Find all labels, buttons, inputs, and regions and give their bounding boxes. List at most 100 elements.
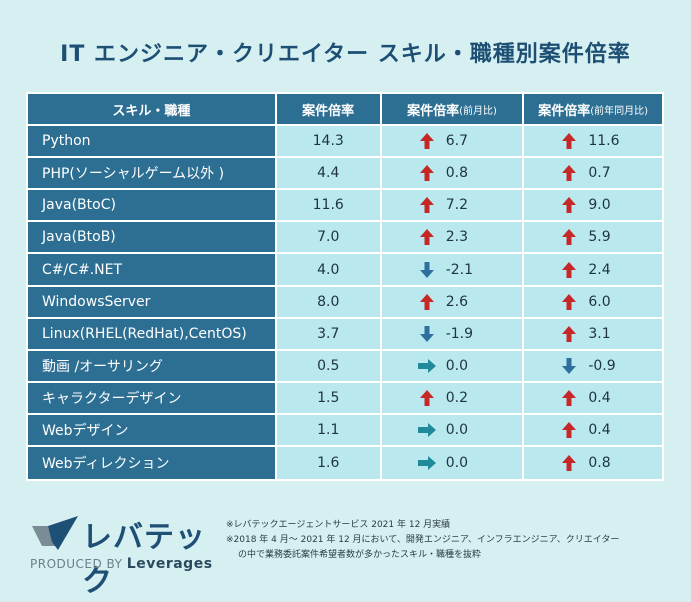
mom-change: 2.6 — [381, 286, 523, 317]
yoy-change: -0.9 — [524, 350, 663, 381]
table-row: Webデザイン 1.1 0.0 0.4 — [28, 414, 663, 448]
yoy-change: 6.0 — [524, 286, 663, 317]
yoy-value: 0.4 — [588, 389, 611, 406]
table-row: Python 14.3 6.7 11.6 — [28, 126, 663, 159]
table-row: WindowsServer 8.0 2.6 6.0 — [28, 286, 663, 319]
arrow-up-icon — [562, 293, 577, 310]
header-yoy: 案件倍率 (前年同月比) — [524, 94, 663, 125]
yoy-change: 11.6 — [524, 126, 663, 157]
skill-name: PHP(ソーシャルゲーム以外 ) — [28, 158, 275, 189]
yoy-value: 11.6 — [588, 133, 620, 150]
table-header-row: スキル・職種 案件倍率 案件倍率 (前月比) 案件倍率 (前年同月比) — [28, 94, 663, 127]
logo-produced-by: PRODUCED BY Leverages — [30, 556, 213, 572]
mom-value: 0.8 — [445, 165, 468, 182]
mom-change: 0.0 — [381, 414, 523, 446]
arrow-up-icon — [419, 165, 434, 182]
header-mom-main: 案件倍率 — [407, 103, 460, 119]
page-title: IT エンジニア・クリエイター スキル・職種別案件倍率 — [60, 42, 631, 67]
yoy-value: 9.0 — [588, 197, 611, 214]
yoy-change: 0.8 — [524, 447, 663, 480]
mom-change: -2.1 — [381, 254, 523, 285]
mom-value: -1.9 — [445, 325, 474, 342]
arrow-flat-icon — [417, 456, 436, 471]
mom-value: 0.2 — [445, 389, 468, 406]
ratio-value: 14.3 — [276, 126, 380, 157]
table-row: キャラクターデザイン 1.5 0.2 0.4 — [28, 382, 663, 415]
arrow-up-icon — [419, 197, 434, 214]
yoy-value: 6.0 — [588, 293, 611, 310]
brand-text: Leverages — [126, 556, 213, 572]
logo-mark-icon — [32, 516, 78, 550]
header-yoy-sub: (前年同月比) — [590, 105, 649, 117]
arrow-flat-icon — [417, 422, 436, 437]
skill-name: Linux(RHEL(RedHat),CentOS) — [28, 318, 275, 349]
yoy-change: 9.0 — [524, 190, 663, 221]
note-3: の中で業務委託案件希望者数が多かったスキル・職種を抜粋 — [238, 550, 482, 560]
yoy-change: 0.4 — [524, 414, 663, 446]
yoy-value: 3.1 — [588, 325, 611, 342]
mom-change: 0.8 — [381, 158, 523, 189]
arrow-up-icon — [419, 229, 434, 246]
mom-value: 2.3 — [445, 229, 468, 246]
table-row: Linux(RHEL(RedHat),CentOS) 3.7 -1.9 3.1 — [28, 318, 663, 351]
skill-name: Java(BtoB) — [28, 222, 275, 253]
mom-change: 0.0 — [381, 447, 523, 480]
yoy-value: 0.4 — [588, 421, 611, 438]
arrow-flat-icon — [417, 358, 436, 373]
note-2: ※2018 年 4 月～ 2021 年 12 月において、開発エンジニア、インフ… — [226, 535, 620, 545]
arrow-up-icon — [562, 261, 577, 278]
yoy-value: -0.9 — [588, 357, 616, 374]
mom-change: -1.9 — [381, 318, 523, 349]
table-row: Webディレクション 1.6 0.0 0.8 — [28, 447, 663, 480]
mom-value: 0.0 — [445, 421, 468, 438]
arrow-up-icon — [562, 165, 577, 182]
mom-change: 6.7 — [381, 126, 523, 157]
mom-change: 2.3 — [381, 222, 523, 253]
skill-name: Java(BtoC) — [28, 190, 275, 221]
header-ratio: 案件倍率 — [276, 94, 380, 125]
yoy-change: 5.9 — [524, 222, 663, 253]
table-row: 動画 /オーサリング 0.5 0.0 -0.9 — [28, 350, 663, 383]
mom-value: 7.2 — [445, 197, 468, 214]
header-yoy-main: 案件倍率 — [538, 103, 591, 119]
table-row: PHP(ソーシャルゲーム以外 ) 4.4 0.8 0.7 — [28, 158, 663, 191]
yoy-change: 3.1 — [524, 318, 663, 349]
skill-name: Python — [28, 126, 275, 157]
ratio-value: 3.7 — [276, 318, 380, 349]
mom-change: 0.2 — [381, 382, 523, 413]
ratio-value: 1.5 — [276, 382, 380, 413]
arrow-up-icon — [562, 133, 577, 150]
skill-name: Webデザイン — [28, 414, 275, 446]
produced-by-text: PRODUCED BY — [30, 557, 123, 571]
yoy-value: 2.4 — [588, 261, 611, 278]
ratio-value: 11.6 — [276, 190, 380, 221]
mom-value: 0.0 — [445, 357, 468, 374]
mom-value: 0.0 — [445, 455, 468, 472]
arrow-up-icon — [419, 389, 434, 406]
skill-name: 動画 /オーサリング — [28, 350, 275, 381]
skill-name: キャラクターデザイン — [28, 382, 275, 413]
mom-change: 0.0 — [381, 350, 523, 381]
yoy-change: 0.7 — [524, 158, 663, 189]
levtech-logo: レバテック PRODUCED BY Leverages — [28, 512, 218, 599]
skill-name: C#/C#.NET — [28, 254, 275, 285]
mom-value: -2.1 — [445, 261, 474, 278]
logo-name: レバテック — [82, 520, 206, 599]
ratio-value: 4.0 — [276, 254, 380, 285]
header-skill: スキル・職種 — [28, 94, 275, 125]
arrow-up-icon — [562, 325, 577, 342]
arrow-down-icon — [562, 357, 577, 374]
ratio-value: 0.5 — [276, 350, 380, 381]
skill-name: WindowsServer — [28, 286, 275, 317]
yoy-change: 0.4 — [524, 382, 663, 413]
table-row: C#/C#.NET 4.0 -2.1 2.4 — [28, 254, 663, 287]
table-row: Java(BtoB) 7.0 2.3 5.9 — [28, 222, 663, 255]
header-mom-sub: (前月比) — [459, 105, 497, 117]
table-row: Java(BtoC) 11.6 7.2 9.0 — [28, 190, 663, 223]
header-mom: 案件倍率 (前月比) — [381, 94, 523, 125]
yoy-value: 0.8 — [588, 455, 611, 472]
arrow-up-icon — [562, 197, 577, 214]
arrow-up-icon — [562, 421, 577, 438]
mom-change: 7.2 — [381, 190, 523, 221]
mom-value: 2.6 — [445, 293, 468, 310]
